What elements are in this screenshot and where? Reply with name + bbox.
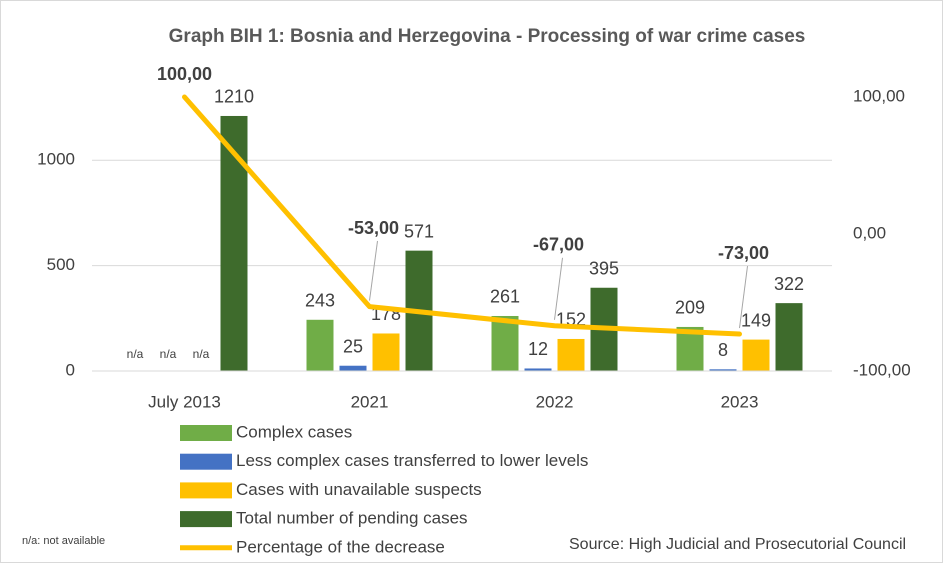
value-label: 209 (675, 298, 705, 318)
y2-tick-label: 100,00 (853, 86, 905, 105)
value-label: 1210 (214, 87, 254, 107)
value-label: 8 (718, 340, 728, 360)
line (182, 94, 742, 337)
bar (709, 369, 737, 371)
legend-label: Total number of pending cases (236, 509, 468, 528)
x-tick-label: 2023 (721, 392, 759, 411)
value-label: 25 (343, 336, 363, 356)
note: n/a: not available (22, 535, 105, 547)
y2-tick-label: 0,00 (853, 223, 886, 242)
legend-label: Less complex cases transferred to lower … (236, 451, 588, 470)
legend-swatch (180, 482, 232, 499)
bar (339, 365, 367, 371)
x-tick-label: 2022 (536, 392, 574, 411)
value-label: 395 (589, 258, 619, 278)
value-label: 322 (774, 274, 804, 294)
bar (557, 338, 585, 371)
y-tick-label: 0 (66, 360, 75, 379)
bar (220, 115, 248, 371)
value-label: n/a (127, 347, 144, 361)
bar (742, 339, 770, 371)
value-label: 571 (404, 221, 434, 241)
value-label: 12 (528, 339, 548, 359)
value-label: n/a (160, 347, 177, 361)
legend-swatch (180, 425, 232, 441)
leader-line (369, 240, 378, 301)
value-label: n/a (193, 347, 210, 361)
legend-label: Complex cases (236, 422, 352, 441)
value-label: -53,00 (348, 218, 399, 238)
source: Source: High Judicial and Prosecutorial … (569, 536, 906, 553)
bar (524, 368, 552, 371)
value-label: 261 (490, 287, 520, 307)
leader-line (739, 265, 748, 329)
chart-title: Graph BIH 1: Bosnia and Herzegovina - Pr… (168, 26, 806, 47)
x-tick-label: 2021 (351, 392, 389, 411)
y-tick-label: 500 (47, 255, 75, 274)
leader-line (554, 257, 563, 320)
value-label: -73,00 (718, 243, 769, 263)
bar (491, 315, 519, 371)
x-tick-label: July 2013 (148, 392, 221, 411)
bar (775, 303, 803, 371)
legend-swatch (180, 511, 232, 528)
value-label: 100,00 (157, 64, 212, 84)
legend-label: Cases with unavailable suspects (236, 480, 482, 499)
bar (306, 319, 334, 371)
value-label: -67,00 (533, 235, 584, 255)
bar (372, 333, 400, 371)
legend-swatch (180, 453, 232, 470)
y-tick-label: 1000 (37, 150, 75, 169)
value-label: 243 (305, 291, 335, 311)
y2-tick-label: -100,00 (853, 360, 911, 379)
value-label: 149 (741, 310, 771, 330)
legend-label: Percentage of the decrease (236, 537, 445, 556)
